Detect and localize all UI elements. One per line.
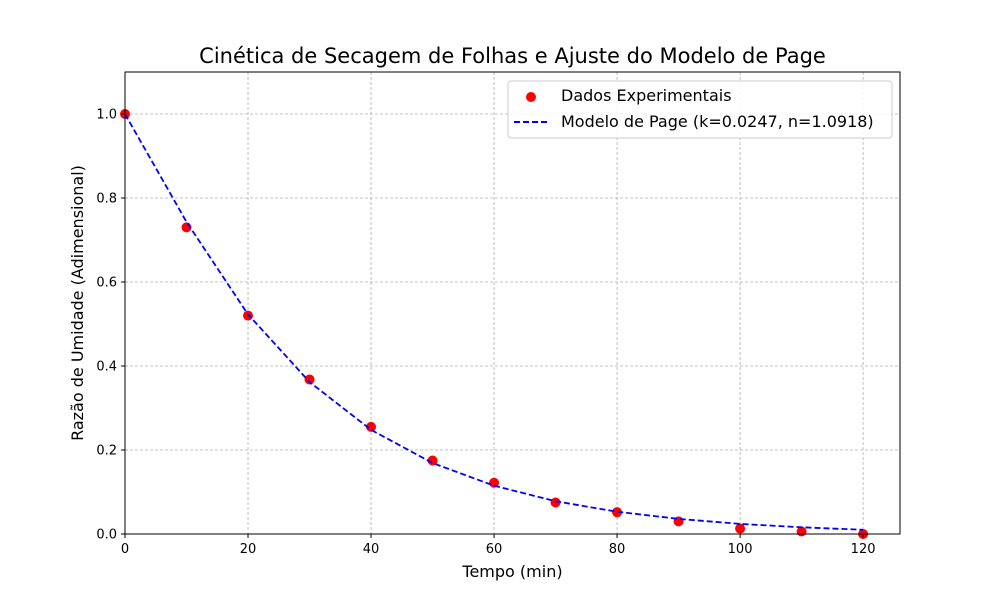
x-tick-label: 120 bbox=[851, 542, 876, 557]
legend-box bbox=[507, 80, 893, 139]
legend-label-scatter: Dados Experimentais bbox=[561, 86, 732, 105]
x-tick-label: 40 bbox=[363, 542, 380, 557]
legend: Dados Experimentais Modelo de Page (k=0.… bbox=[507, 80, 893, 139]
ticks: 0 20 40 60 80 100 120 0.0 0.2 0.4 0.6 0.8 1.0 bbox=[96, 108, 875, 558]
y-axis-label: Razão de Umidade (Adimensional) bbox=[68, 165, 87, 441]
y-tick-label: 0.6 bbox=[96, 276, 117, 291]
plot-frame bbox=[124, 71, 901, 535]
y-tick-label: 0.2 bbox=[96, 444, 117, 459]
legend-label-line: Modelo de Page (k=0.0247, n=1.0918) bbox=[561, 112, 874, 131]
data-point bbox=[366, 421, 377, 432]
legend-marker-scatter bbox=[526, 92, 536, 102]
series-layer bbox=[120, 109, 869, 539]
y-tick-label: 0.4 bbox=[96, 360, 117, 375]
x-tick-label: 0 bbox=[121, 542, 129, 557]
y-tick-label: 0.8 bbox=[96, 192, 117, 207]
x-axis-label: Tempo (min) bbox=[461, 562, 562, 581]
data-point bbox=[735, 523, 746, 534]
x-tick-label: 100 bbox=[728, 542, 753, 557]
y-tick-label: 1.0 bbox=[96, 108, 117, 123]
data-point bbox=[489, 477, 500, 488]
data-point bbox=[550, 497, 561, 508]
data-point bbox=[612, 507, 623, 518]
data-point bbox=[427, 455, 438, 466]
x-tick-label: 60 bbox=[486, 542, 503, 557]
data-point bbox=[304, 374, 315, 385]
model-line bbox=[124, 113, 864, 531]
x-tick-label: 20 bbox=[240, 542, 257, 557]
x-tick-label: 80 bbox=[609, 542, 626, 557]
y-tick-label: 0.0 bbox=[96, 528, 117, 543]
chart-title: Cinética de Secagem de Folhas e Ajuste d… bbox=[199, 44, 826, 68]
